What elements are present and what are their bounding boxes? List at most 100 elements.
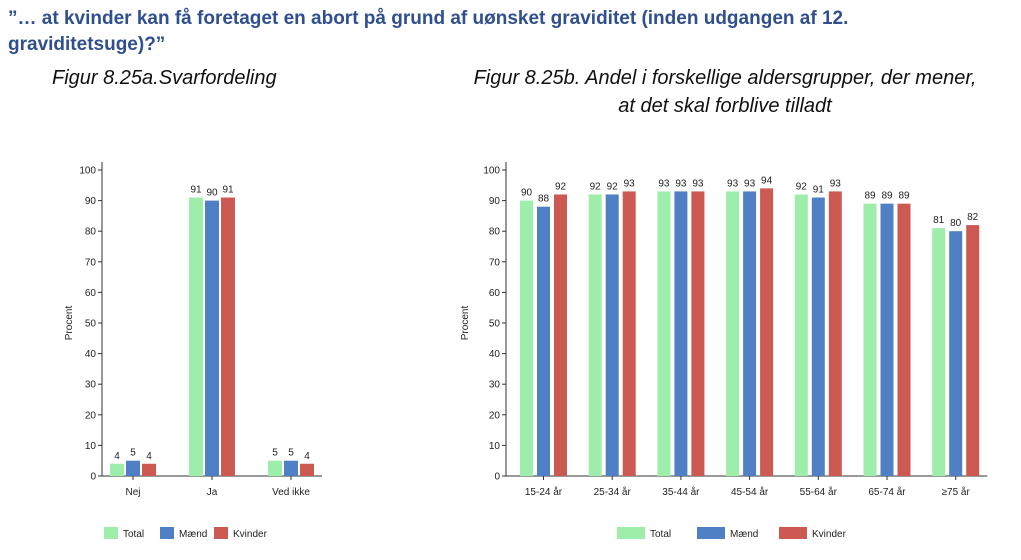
chart-b-y-tick-label: 80 xyxy=(489,227,501,238)
chart-b-data-label: 93 xyxy=(692,178,704,189)
chart-b-data-label: 94 xyxy=(761,175,773,186)
chart-a-y-tick-label: 80 xyxy=(85,227,97,238)
chart-b-legend-swatch xyxy=(697,527,725,539)
chart-a-bar xyxy=(126,460,140,476)
chart-a-bar xyxy=(221,197,235,477)
chart-b-bar xyxy=(949,231,963,476)
chart-a-bar xyxy=(300,463,314,476)
chart-a-y-tick-label: 50 xyxy=(85,319,97,330)
chart-b-bar xyxy=(537,206,550,476)
page-headline: ”… at kvinder kan få foretaget en abort … xyxy=(8,6,1013,58)
chart-b-bar xyxy=(966,225,980,476)
chart-b-bar xyxy=(622,191,636,477)
chart-a-x-tick-label: Ved ikke xyxy=(272,487,310,498)
chart-b-x-tick-label: 45-54 år xyxy=(731,486,769,498)
chart-b-data-label: 92 xyxy=(796,181,808,192)
chart-a-legend-label: Kvinder xyxy=(233,529,268,540)
chart-b-data-label: 93 xyxy=(675,178,687,189)
chart-a-legend-swatch xyxy=(104,527,118,539)
figure-b-title-line-2: at det skal forblive tilladt xyxy=(618,95,832,117)
chart-b-bar xyxy=(743,191,757,477)
chart-a-data-label: 5 xyxy=(130,448,136,459)
chart-b-data-label: 91 xyxy=(813,185,825,196)
chart-b-legend-swatch xyxy=(617,527,645,539)
chart-b-data-label: 93 xyxy=(727,178,739,189)
chart-b-data-label: 92 xyxy=(607,181,619,192)
chart-b-bar xyxy=(605,194,619,477)
chart-b-x-tick-label: 65-74 år xyxy=(868,486,906,498)
chart-b-data-label: 92 xyxy=(590,181,602,192)
chart-a-data-label: 4 xyxy=(304,451,310,462)
chart-b-y-tick-label: 40 xyxy=(489,349,501,360)
chart-a-data-label: 4 xyxy=(114,451,120,462)
chart-b-legend-label: Mænd xyxy=(730,529,758,540)
chart-b-x-tick-label: 15-24 år xyxy=(525,486,563,498)
chart-a-data-label: 90 xyxy=(206,188,218,199)
chart-a-data-label: 5 xyxy=(288,448,294,459)
chart-b-bar xyxy=(554,194,567,477)
chart-b-data-label: 89 xyxy=(898,191,910,202)
chart-a-legend-swatch xyxy=(160,527,174,539)
headline-line-1: ”… at kvinder kan få foretaget en abort … xyxy=(8,8,849,29)
chart-b-bar xyxy=(760,188,774,477)
chart-b-y-tick-label: 30 xyxy=(489,380,501,391)
chart-b-x-tick-label: 55-64 år xyxy=(800,486,838,498)
chart-b-x-tick-label: ≥75 år xyxy=(942,486,971,498)
chart-b-legend-label: Total xyxy=(650,529,671,540)
chart-b-bar xyxy=(520,200,533,476)
chart-b-bar xyxy=(691,191,705,477)
chart-a-legend-label: Total xyxy=(123,529,144,540)
chart-b-bar xyxy=(657,191,671,477)
chart-a-y-tick-label: 90 xyxy=(85,196,97,207)
chart-b-data-label: 88 xyxy=(538,194,550,205)
chart-b-y-tick-label: 20 xyxy=(489,410,501,421)
chart-a-bar xyxy=(205,200,219,476)
chart-b-bar xyxy=(726,191,740,477)
chart-b-data-label: 89 xyxy=(864,191,876,202)
chart-b-bar xyxy=(794,194,808,477)
headline-line-2: graviditetsuge)?” xyxy=(8,34,166,55)
chart-b-data-label: 93 xyxy=(830,178,842,189)
chart-b-data-label: 80 xyxy=(950,218,962,229)
chart-a-y-tick-label: 60 xyxy=(85,288,97,299)
chart-b-bar xyxy=(863,203,877,476)
chart-b-data-label: 92 xyxy=(555,181,567,192)
chart-b-y-tick-label: 60 xyxy=(489,288,501,299)
chart-a-y-tick-label: 30 xyxy=(85,380,97,391)
chart-b-data-label: 81 xyxy=(933,215,945,226)
chart-a-y-tick-label: 100 xyxy=(79,166,96,177)
chart-b-data-label: 93 xyxy=(744,178,756,189)
chart-b-legend-swatch xyxy=(779,527,807,539)
chart-b-data-label: 93 xyxy=(658,178,670,189)
chart-a-data-label: 91 xyxy=(190,185,202,196)
chart-b-bar xyxy=(897,203,911,476)
chart-b-bar xyxy=(811,197,825,477)
figure-b-title: Figur 8.25b. Andel i forskellige aldersg… xyxy=(435,64,1015,120)
chart-a-y-tick-label: 40 xyxy=(85,349,97,360)
figure-a-title: Figur 8.25a.Svarfordeling xyxy=(52,67,277,89)
chart-b-bar xyxy=(828,191,842,477)
chart-b-y-tick-label: 90 xyxy=(489,196,501,207)
chart-b-data-label: 82 xyxy=(967,212,979,223)
figure-b-title-line-1: Figur 8.25b. Andel i forskellige aldersg… xyxy=(473,67,977,89)
chart-a-data-label: 4 xyxy=(146,451,152,462)
chart-a-bar xyxy=(110,463,124,476)
chart-a-x-tick-label: Nej xyxy=(125,487,140,498)
chart-b-bar xyxy=(588,194,602,477)
chart-b-legend-label: Kvinder xyxy=(812,529,847,540)
chart-b-y-tick-label: 0 xyxy=(494,472,500,483)
chart-a-bar xyxy=(268,460,282,476)
chart-a-bar xyxy=(189,197,203,477)
chart-b-x-tick-label: 35-44 år xyxy=(662,486,700,498)
chart-b-bar xyxy=(880,203,894,476)
chart-b-y-tick-label: 100 xyxy=(483,166,500,177)
chart-a-x-tick-label: Ja xyxy=(207,487,218,498)
chart-b-y-tick-label: 50 xyxy=(489,319,501,330)
chart-a-bar xyxy=(284,460,298,476)
chart-a-legend-swatch xyxy=(214,527,228,539)
chart-b-bar xyxy=(674,191,688,477)
chart-a-data-label: 91 xyxy=(222,185,234,196)
chart-b-y-tick-label: 10 xyxy=(489,441,501,452)
